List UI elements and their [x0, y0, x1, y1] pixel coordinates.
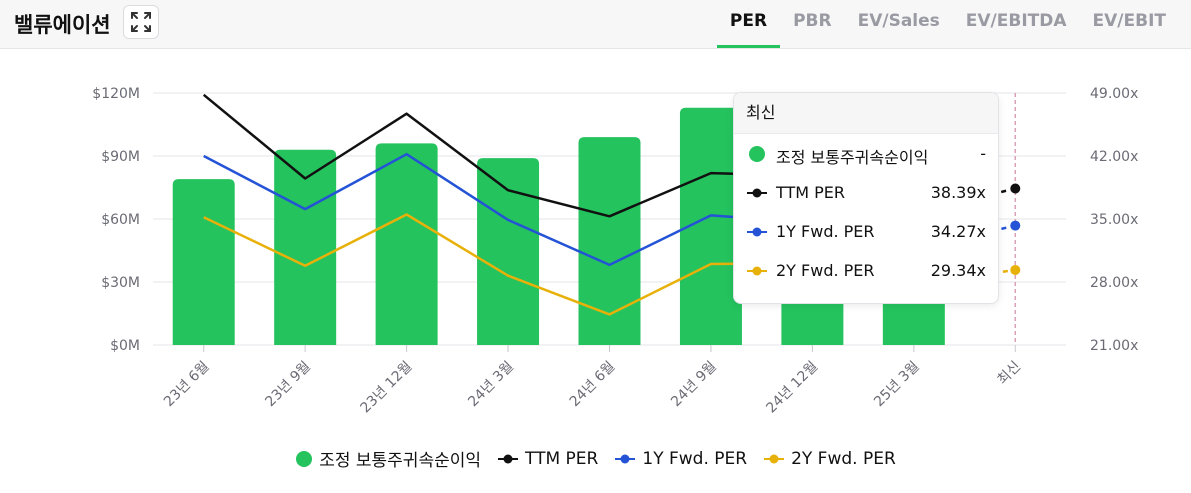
- bar: [477, 158, 540, 345]
- tooltip-label: 조정 보통주귀속순이익: [776, 148, 929, 167]
- left-tick-label: $90M: [101, 149, 140, 165]
- bar: [172, 179, 235, 345]
- valuation-chart: $0M $30M $60M $90M $120M 21.00x 28.00x 35.00x 42…: [92, 86, 1138, 417]
- legend-item-fwd1[interactable]: 1Y Fwd. PER: [614, 446, 747, 471]
- tooltip-label: 1Y Fwd. PER: [776, 222, 875, 241]
- tab-ev-sales[interactable]: EV/Sales: [857, 11, 940, 31]
- x-tick-label: 최신: [995, 359, 1025, 389]
- legend-bar-dot-icon: [296, 450, 313, 467]
- tooltip-value: 29.34x: [930, 261, 986, 280]
- tab-per[interactable]: PER: [716, 0, 781, 48]
- tooltip-ttm-line-icon: [747, 188, 767, 198]
- tooltip-row-ttm: TTM PER 38.39x: [734, 173, 998, 212]
- x-tick-label: 25년 3월: [871, 359, 923, 411]
- x-tick-label: 24년 12월: [763, 359, 821, 417]
- header-bar: 밸류에이션 PER PBR EV/Sales EV/EBITDA EV/EBIT: [0, 0, 1191, 49]
- x-tick-label: 23년 6월: [161, 359, 213, 411]
- tooltip-row-earnings: 조정 보통주귀속순이익 -: [734, 134, 998, 173]
- x-tick-label: 23년 9월: [262, 359, 314, 411]
- expand-button[interactable]: [123, 5, 159, 39]
- tab-pbr[interactable]: PBR: [793, 11, 832, 31]
- legend-label: 조정 보통주귀속순이익: [319, 451, 482, 471]
- tooltip-row-fwd1: 1Y Fwd. PER 34.27x: [734, 212, 998, 251]
- metric-tabs: PER PBR EV/Sales EV/EBITDA EV/EBIT: [716, 0, 1179, 48]
- tooltip-title: 최신: [734, 93, 998, 134]
- bar: [274, 149, 337, 345]
- bar: [679, 107, 742, 345]
- tooltip-value: 34.27x: [930, 222, 986, 241]
- bar: [375, 143, 438, 345]
- legend-label: TTM PER: [525, 448, 599, 469]
- left-tick-label: $60M: [101, 212, 140, 228]
- legend-fwd1-line-icon: [615, 454, 636, 463]
- right-tick-label: 21.00x: [1090, 338, 1138, 354]
- legend-item-earnings[interactable]: 조정 보통주귀속순이익: [295, 446, 481, 471]
- page-title: 밸류에이션: [14, 13, 111, 37]
- tooltip-fwd2-line-icon: [747, 266, 767, 276]
- series-point-fwd2: [1010, 264, 1021, 275]
- tooltip-row-fwd2: 2Y Fwd. PER 29.34x: [734, 251, 998, 290]
- left-tick-label: $30M: [101, 275, 140, 291]
- bar: [578, 137, 641, 345]
- left-tick-label: $120M: [92, 86, 140, 102]
- series-point-ttm: [1010, 183, 1021, 194]
- x-tick-label: 24년 6월: [567, 359, 619, 411]
- tooltip-label: TTM PER: [776, 183, 846, 202]
- legend-item-ttm[interactable]: TTM PER: [497, 446, 598, 471]
- legend-item-fwd2[interactable]: 2Y Fwd. PER: [763, 446, 896, 471]
- right-tick-label: 28.00x: [1090, 275, 1138, 291]
- expand-icon: [131, 12, 151, 32]
- tooltip-fwd1-line-icon: [747, 227, 767, 237]
- x-tick-label: 24년 3월: [465, 359, 517, 411]
- chart-legend: 조정 보통주귀속순이익 TTM PER 1Y Fwd. PER 2Y Fwd. …: [0, 446, 1191, 471]
- legend-label: 1Y Fwd. PER: [642, 448, 748, 469]
- tab-ev-ebit[interactable]: EV/EBIT: [1092, 11, 1166, 31]
- tooltip-value: -: [980, 144, 986, 163]
- tooltip-bar-dot-icon: [749, 146, 765, 162]
- legend-ttm-line-icon: [498, 454, 519, 463]
- right-tick-label: 49.00x: [1090, 86, 1138, 102]
- tooltip-label: 2Y Fwd. PER: [776, 261, 875, 280]
- right-tick-label: 35.00x: [1090, 212, 1138, 228]
- right-tick-label: 42.00x: [1090, 149, 1138, 165]
- x-tick-label: 23년 12월: [358, 359, 416, 417]
- legend-label: 2Y Fwd. PER: [791, 448, 896, 469]
- x-tick-label: 24년 9월: [668, 359, 720, 411]
- chart-tooltip: 최신 조정 보통주귀속순이익 - TTM PER 38.39x 1Y Fwd. …: [733, 92, 999, 304]
- legend-fwd2-line-icon: [764, 454, 785, 463]
- tab-ev-ebitda[interactable]: EV/EBITDA: [965, 11, 1067, 31]
- series-point-fwd1: [1010, 220, 1021, 231]
- left-tick-label: $0M: [110, 338, 140, 354]
- tooltip-value: 38.39x: [930, 183, 986, 202]
